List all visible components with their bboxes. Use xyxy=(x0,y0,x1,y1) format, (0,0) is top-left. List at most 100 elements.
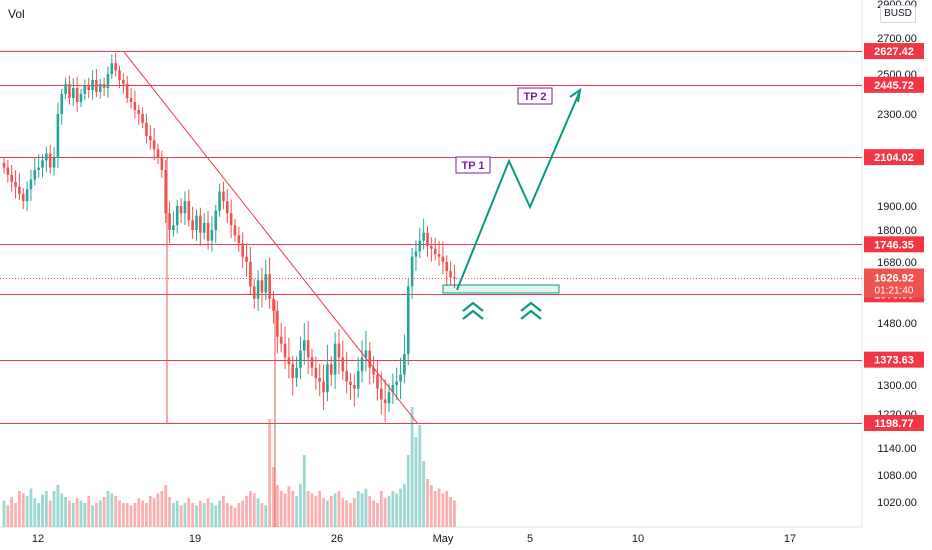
volume-bar xyxy=(387,495,391,527)
level-price-label: 2627.42 xyxy=(874,46,914,58)
volume-bar xyxy=(372,500,375,527)
candle-body xyxy=(387,392,391,404)
volume-bar xyxy=(222,495,225,527)
candle-body xyxy=(60,94,64,114)
level-price-tag[interactable] xyxy=(864,415,924,432)
volume-bar xyxy=(310,493,314,527)
price-tick-label: 1140.00 xyxy=(878,443,917,455)
candle-body xyxy=(68,84,71,98)
current-price-tag[interactable] xyxy=(864,268,924,298)
currency-button[interactable]: BUSD xyxy=(880,5,916,23)
candle-body xyxy=(252,286,256,299)
volume-bar xyxy=(395,493,399,527)
volume-bar xyxy=(14,503,17,527)
level-price-tag[interactable] xyxy=(864,43,924,60)
candle-body xyxy=(337,343,341,358)
volume-bar xyxy=(295,495,298,527)
volume-bar xyxy=(52,491,56,527)
candle-body xyxy=(441,256,445,262)
entry-zone[interactable] xyxy=(442,284,560,294)
candle-body xyxy=(276,310,279,337)
volume-bar xyxy=(291,491,295,527)
price-axis[interactable]: 2900.002700.002500.002300.002100.001900.… xyxy=(864,0,924,509)
candle-body xyxy=(210,230,214,241)
candle-body xyxy=(314,367,318,379)
candle-body xyxy=(95,80,98,92)
volume-bar xyxy=(102,497,106,527)
candle-body xyxy=(349,381,352,385)
candle-body xyxy=(191,220,194,230)
volume-bar xyxy=(414,437,418,527)
candle-body xyxy=(333,343,337,375)
candle-body xyxy=(237,235,241,244)
volume-bar xyxy=(206,498,210,527)
tp2-label[interactable]: TP 2 xyxy=(517,87,553,105)
candle-body xyxy=(318,378,321,382)
candle-body xyxy=(149,136,152,141)
volume-bar xyxy=(341,498,345,527)
chevron-up-icon xyxy=(520,301,542,312)
volume-bar xyxy=(18,491,21,527)
candle-body xyxy=(98,84,102,92)
volume-bar xyxy=(118,500,121,527)
candle-body xyxy=(329,364,333,375)
volume-bar xyxy=(210,503,214,527)
candle-body xyxy=(368,350,372,368)
candle-body xyxy=(341,357,345,372)
candle-body xyxy=(172,225,175,230)
candle-body xyxy=(160,158,164,170)
volume-bar xyxy=(71,503,75,527)
volume-bar xyxy=(449,497,452,527)
volume-bar xyxy=(98,500,102,527)
candle-body xyxy=(25,189,29,202)
volume-bar xyxy=(87,495,91,527)
volume-bar xyxy=(218,500,221,527)
candle-body xyxy=(102,84,106,88)
candle-body xyxy=(122,80,125,84)
candle-body xyxy=(399,374,402,382)
volume-bar xyxy=(383,498,387,527)
trade-drawings[interactable]: TP 1 TP 2 xyxy=(0,51,862,425)
level-price-label: 2104.02 xyxy=(874,152,914,164)
volume-bar xyxy=(329,495,333,527)
volume-bar xyxy=(376,503,379,527)
candle-body xyxy=(218,191,221,211)
candle-body xyxy=(199,215,202,233)
candle-body xyxy=(141,114,144,123)
candle-body xyxy=(2,162,6,168)
double-chevron-up-icon xyxy=(462,301,484,320)
volume-bar xyxy=(41,494,44,527)
volume-bar xyxy=(152,498,156,527)
volume-bar xyxy=(306,491,310,527)
candle-body xyxy=(353,385,356,389)
tp1-label[interactable]: TP 1 xyxy=(455,156,491,174)
candle-body xyxy=(87,86,90,90)
candle-body xyxy=(272,298,275,311)
candle-body xyxy=(306,340,310,358)
volume-bar xyxy=(91,505,94,527)
time-tick-label: 10 xyxy=(632,533,644,545)
candle-body xyxy=(6,167,10,175)
candle-body xyxy=(45,153,48,161)
time-axis[interactable]: 12 19 26 May 5 10 17 xyxy=(32,533,796,545)
level-price-tag[interactable] xyxy=(864,149,924,166)
projection-path[interactable] xyxy=(456,90,581,291)
volume-bar xyxy=(133,503,137,527)
level-price-tag[interactable] xyxy=(864,76,924,93)
level-price-tag[interactable] xyxy=(864,236,924,253)
candle-body xyxy=(426,232,429,246)
candle-body xyxy=(187,201,191,221)
double-chevron-up-icon xyxy=(520,301,542,320)
candle-body xyxy=(14,182,17,187)
level-price-label: 1746.35 xyxy=(874,239,914,251)
volume-bar xyxy=(33,498,37,527)
candle-body xyxy=(233,225,237,236)
downtrend-line[interactable] xyxy=(123,51,419,425)
candle-body xyxy=(256,280,260,299)
price-tick-label: 2300.00 xyxy=(877,109,917,121)
level-price-tag[interactable] xyxy=(864,351,924,368)
candle-body xyxy=(183,201,187,214)
price-tick-label: 1680.00 xyxy=(877,257,917,269)
volume-indicator-label[interactable]: Vol xyxy=(8,7,25,21)
